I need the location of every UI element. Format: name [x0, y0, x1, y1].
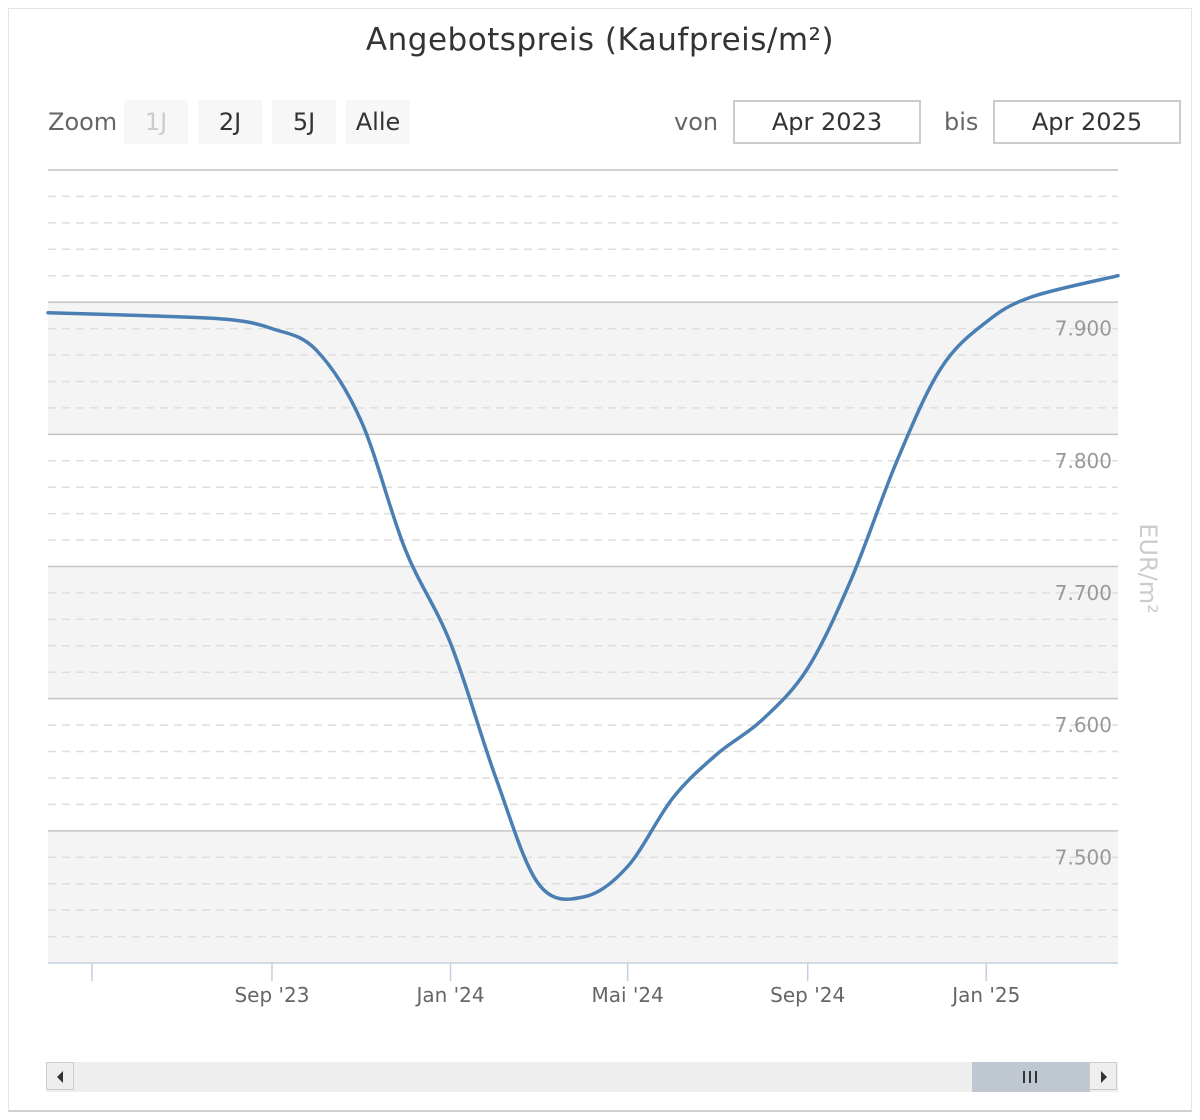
- range-to-label: bis: [944, 108, 979, 136]
- chevron-left-icon: [57, 1071, 63, 1083]
- grip-icon: [1023, 1071, 1039, 1083]
- range-from-input[interactable]: Apr 2023: [733, 100, 921, 144]
- x-tick-label: Jan '24: [414, 983, 484, 1007]
- x-tick-label: Mai '24: [591, 983, 663, 1007]
- y-tick-label: 7.800: [1055, 449, 1112, 473]
- chart-title: Angebotspreis (Kaufpreis/m²): [365, 22, 835, 58]
- zoom-button-5j[interactable]: 5J: [272, 100, 336, 144]
- scrollbar-thumb[interactable]: [972, 1062, 1090, 1092]
- navigator-scrollbar[interactable]: [46, 1062, 1118, 1092]
- x-axis-ticks: Sep '23 Jan '24 Mai '24 Sep '24 Jan '25: [91, 963, 1020, 1007]
- x-tick-label: Sep '23: [234, 983, 309, 1007]
- scroll-right-button[interactable]: [1089, 1062, 1117, 1090]
- line-chart: Sep '23 Jan '24 Mai '24 Sep '24 Jan '25 7.50…: [46, 169, 1162, 1007]
- plot-band: [48, 566, 1118, 699]
- y-tick-label: 7.600: [1055, 713, 1112, 737]
- y-tick-label: 7.500: [1055, 845, 1112, 869]
- minor-gridlines: [48, 195, 1118, 938]
- scroll-left-button[interactable]: [46, 1062, 74, 1090]
- zoom-label: Zoom: [48, 108, 118, 136]
- y-tick-label: 7.700: [1055, 581, 1112, 605]
- zoom-button-1j[interactable]: 1J: [124, 100, 188, 144]
- y-tick-label: 7.900: [1055, 317, 1112, 341]
- series-line[interactable]: [46, 273, 1120, 901]
- plot-bands: [48, 302, 1118, 963]
- y-axis-labels: 7.500 7.600 7.700 7.800 7.900: [1055, 317, 1112, 870]
- chevron-right-icon: [1101, 1071, 1107, 1083]
- range-to-input[interactable]: Apr 2025: [993, 100, 1181, 144]
- x-tick-label: Sep '24: [770, 983, 845, 1007]
- zoom-button-2j[interactable]: 2J: [198, 100, 262, 144]
- y-axis-title: EUR/m²: [1134, 523, 1162, 614]
- zoom-button-alle[interactable]: Alle: [346, 100, 410, 144]
- x-tick-label: Jan '25: [950, 983, 1020, 1007]
- plot-band: [48, 302, 1118, 435]
- major-gridlines: [48, 169, 1118, 832]
- range-from-label: von: [674, 108, 719, 136]
